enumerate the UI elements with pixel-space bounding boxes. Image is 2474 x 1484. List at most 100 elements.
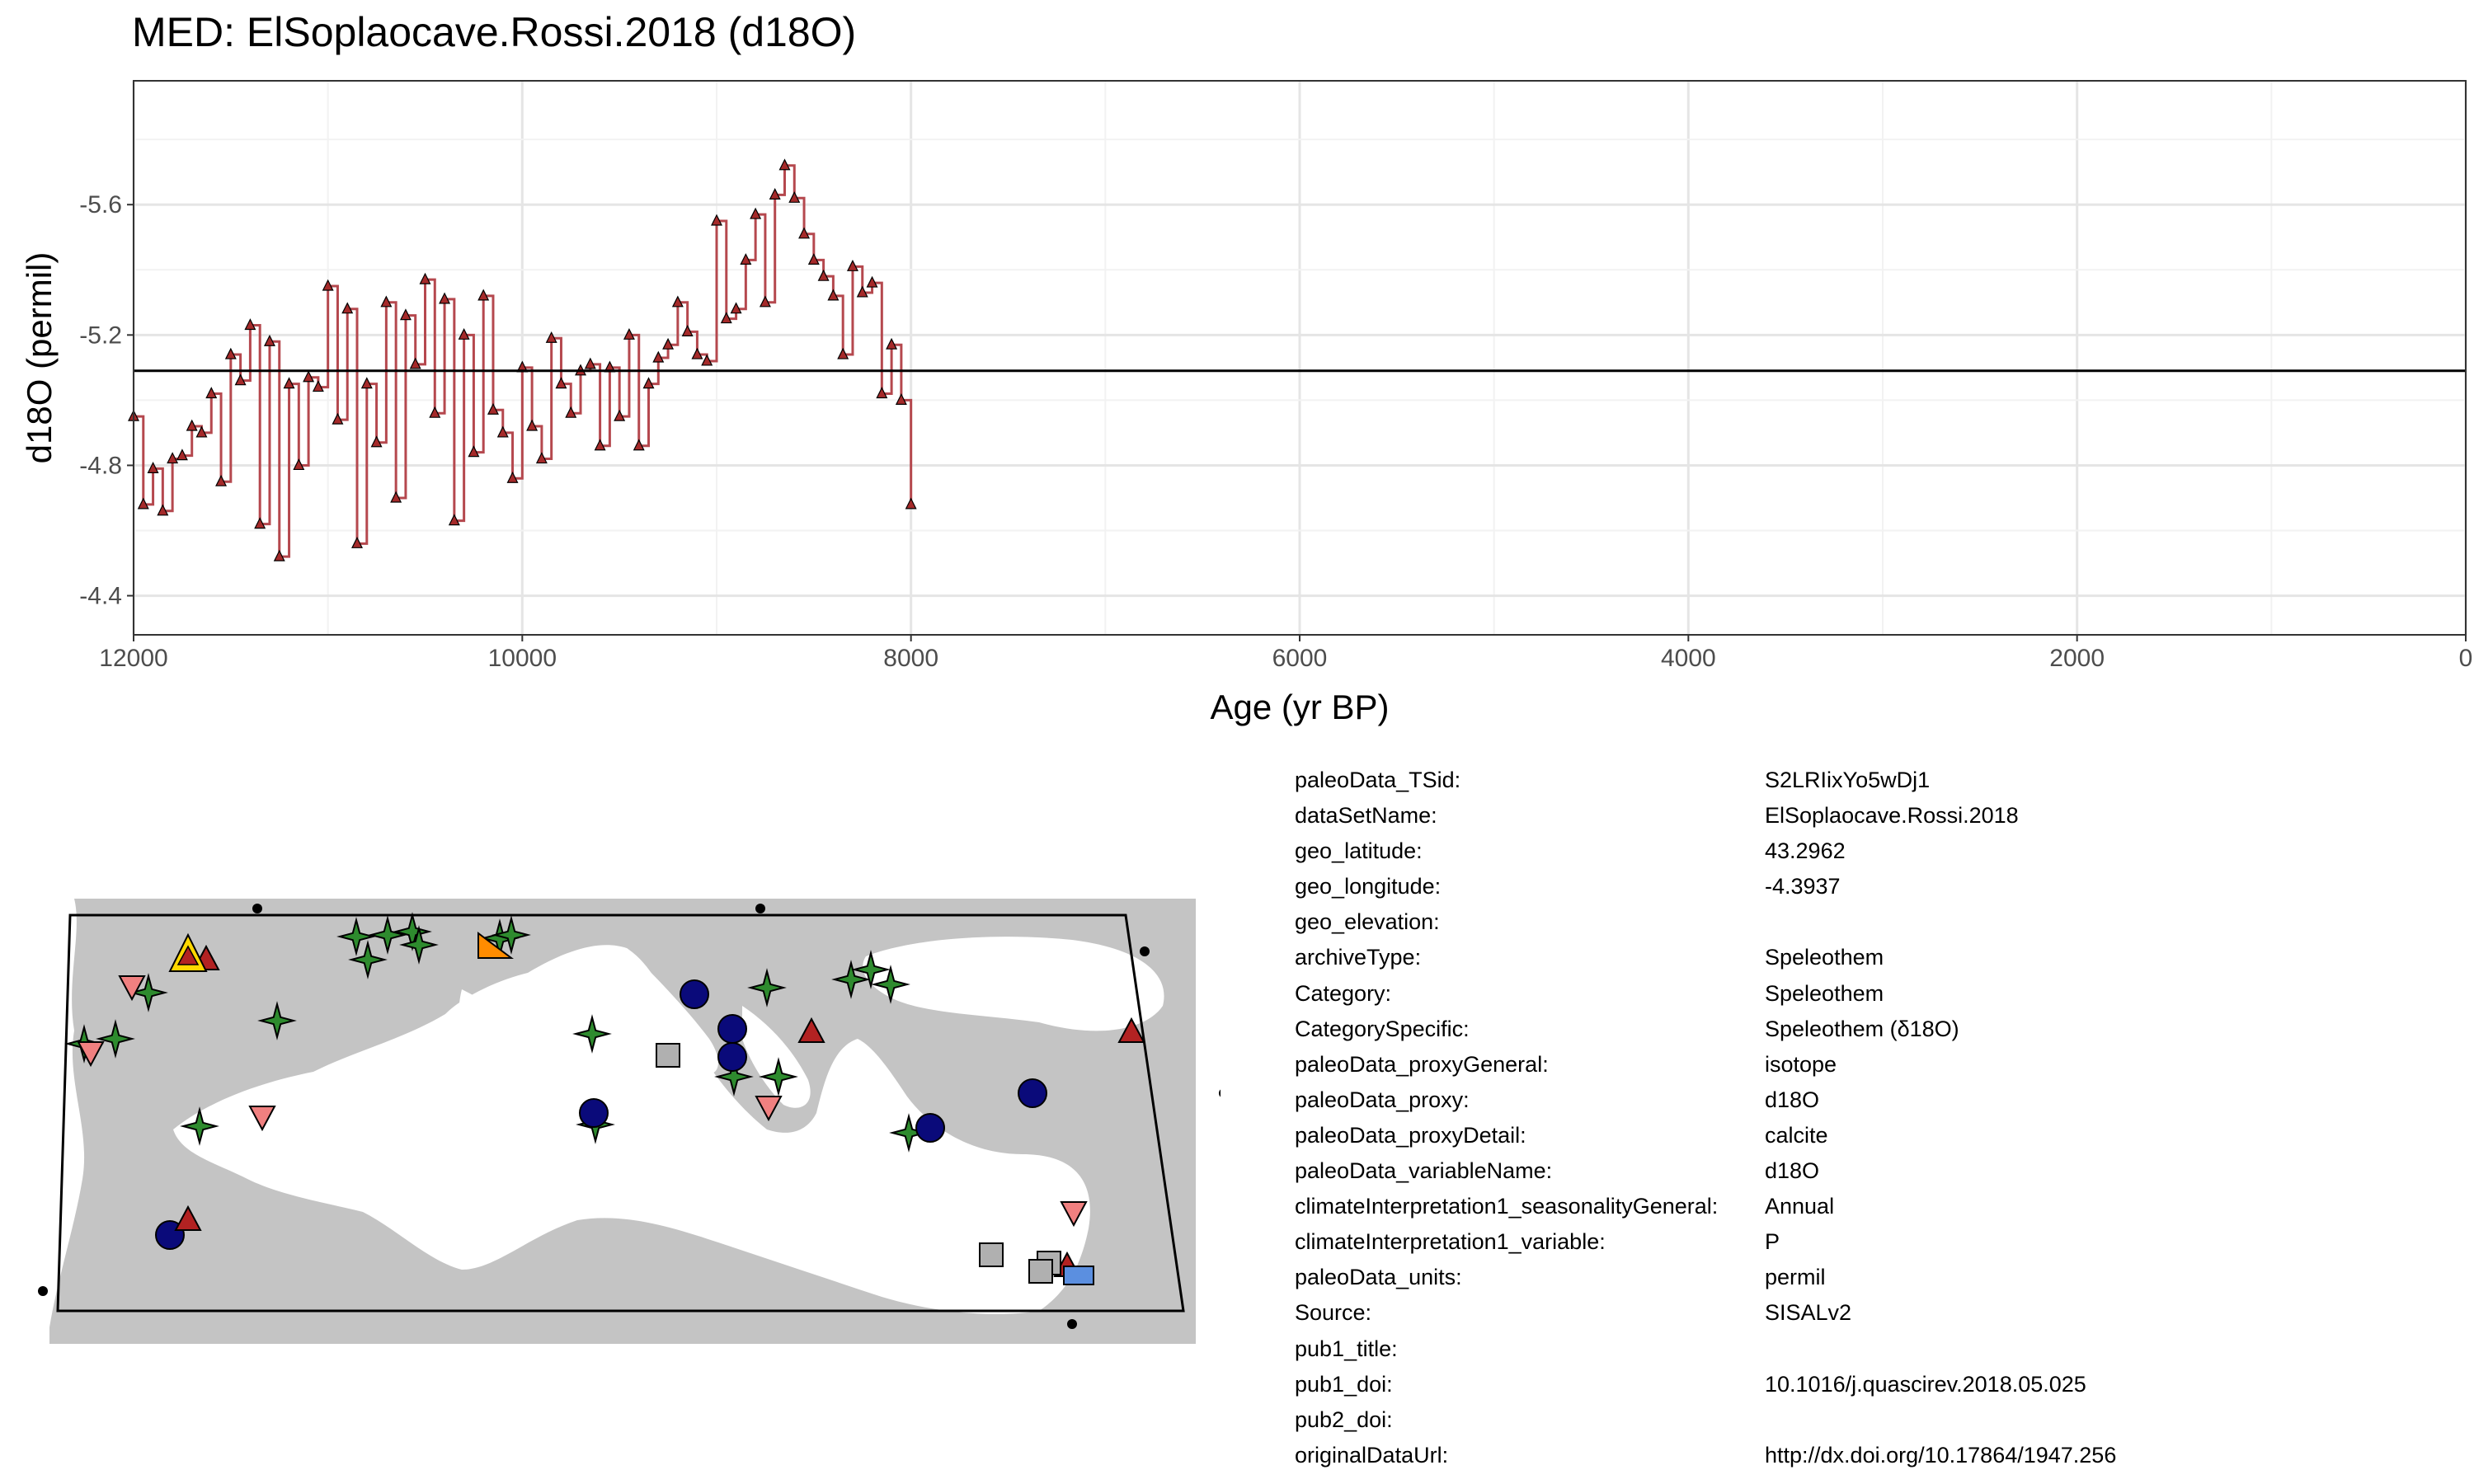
metadata-key: pub1_doi: — [1295, 1371, 1393, 1397]
site-marker-star — [336, 917, 376, 956]
site-marker-triangle — [1117, 1017, 1145, 1043]
metadata-row: CategorySpecific: Speleothem (δ18O) — [1295, 1012, 2116, 1047]
metadata-row: pub1_doi: 10.1016/j.quascirev.2018.05.025 — [1295, 1367, 2116, 1402]
data-point — [671, 295, 684, 308]
metadata-key: paleoData_TSid: — [1295, 768, 1461, 792]
metadata-key: archiveType: — [1295, 945, 1422, 970]
metadata-row: paleoData_proxyDetail: calcite — [1295, 1118, 2116, 1153]
site-markers — [38, 904, 1221, 1329]
site-marker-circle — [717, 1042, 747, 1072]
metadata-key: originalDataUrl: — [1295, 1442, 1449, 1468]
site-map — [38, 899, 1221, 1344]
metadata-table: paleoData_TSid: S2LRIixYo5wDj1 dataSetName… — [1295, 763, 2116, 1473]
data-point — [691, 347, 703, 359]
metadata-value: d18O — [1765, 1158, 1820, 1184]
data-point — [584, 357, 596, 369]
data-point — [439, 292, 451, 304]
data-point — [167, 452, 179, 464]
data-point — [496, 425, 509, 438]
data-point — [905, 497, 917, 510]
data-point — [137, 497, 149, 510]
data-point — [234, 373, 247, 386]
metadata-row: originalDataUrl: http://dx.doi.org/10.178… — [1295, 1438, 2116, 1473]
site-marker-star — [747, 968, 787, 1007]
metadata-row: Source: SISALv2 — [1295, 1295, 2116, 1331]
atlantic — [49, 899, 85, 1327]
data-point — [681, 325, 694, 336]
data-point — [195, 425, 208, 438]
metadata-row: paleoData_proxyGeneral: isotope — [1295, 1047, 2116, 1082]
metadata-value: S2LRIixYo5wDj1 — [1765, 768, 1931, 792]
metadata-key: Source: — [1295, 1300, 1372, 1326]
data-point — [730, 302, 742, 314]
site-marker-star — [257, 1001, 297, 1040]
data-point — [254, 517, 266, 529]
metadata-value: d18O — [1765, 1087, 1820, 1112]
data-point — [652, 350, 665, 363]
site-marker-star — [831, 960, 871, 999]
metadata-row: Category: Speleothem — [1295, 976, 2116, 1012]
metadata-row: paleoData_proxy: d18O — [1295, 1082, 2116, 1118]
site-marker-star — [851, 950, 891, 989]
site-marker-star — [572, 1014, 612, 1054]
data-point — [303, 370, 315, 383]
metadata-value: SISALv2 — [1765, 1300, 1852, 1326]
site-marker-circle — [680, 979, 709, 1009]
adriatic-sea — [621, 948, 718, 1074]
metadata-value: Annual — [1765, 1194, 1835, 1219]
data-point — [740, 253, 752, 265]
site-marker-square — [1028, 1259, 1053, 1284]
x-tick-label: 2000 — [2049, 645, 2105, 672]
data-point — [477, 289, 490, 301]
site-marker-triangle — [176, 945, 200, 965]
data-point — [273, 549, 285, 561]
data-point — [769, 188, 781, 200]
site-marker-star — [348, 940, 388, 979]
metadata-key: dataSetName: — [1295, 803, 1437, 829]
site-marker-star — [96, 1019, 135, 1059]
metadata-row: geo_elevation: — [1295, 904, 2116, 940]
tyrrhenian-sea — [459, 989, 586, 1107]
metadata-key: paleoData_variableName: — [1295, 1158, 1553, 1184]
data-point — [594, 439, 606, 451]
data-point — [876, 387, 888, 399]
map-corner-dot — [1219, 1089, 1221, 1097]
data-point — [370, 435, 383, 448]
x-tick-label: 12000 — [99, 645, 167, 672]
data-point — [759, 295, 771, 308]
metadata-row: paleoData_TSid: S2LRIixYo5wDj1 — [1295, 763, 2116, 798]
metadata-value: 10.1016/j.quascirev.2018.05.025 — [1765, 1371, 2086, 1397]
data-point — [293, 458, 305, 471]
black-sea — [863, 937, 1164, 1031]
data-point — [895, 393, 907, 405]
metadata-key: CategorySpecific: — [1295, 1016, 1470, 1041]
metadata-value: calcite — [1765, 1122, 1828, 1148]
data-point — [837, 347, 849, 359]
data-point — [535, 452, 548, 464]
data-point — [701, 354, 713, 366]
site-marker-circle — [579, 1098, 609, 1128]
site-marker-square — [656, 1043, 680, 1068]
site-marker-triangle-down — [118, 975, 146, 1002]
metadata-key: paleoData_proxyGeneral: — [1295, 1051, 1549, 1077]
y-tick-label: -4.4 — [79, 583, 122, 610]
aegean-sea — [742, 1006, 811, 1108]
data-point — [419, 272, 431, 284]
metadata-value: Speleothem — [1765, 945, 1884, 970]
metadata-row: paleoData_units: permil — [1295, 1260, 2116, 1295]
metadata-value: P — [1765, 1229, 1780, 1255]
x-tick-label: 10000 — [488, 645, 557, 672]
axes: 12000 10000 8000 6000 4000 2000 0 -5.6 -5.2 -4.8 -… — [79, 191, 2472, 672]
metadata-key: climateInterpretation1_seasonalityGenera… — [1295, 1194, 1719, 1219]
data-point — [711, 214, 722, 226]
data-point — [380, 295, 393, 308]
data-point — [351, 536, 363, 548]
data-point — [846, 259, 858, 271]
metadata-row: climateInterpretation1_variable: P — [1295, 1224, 2116, 1260]
metadata-value: ElSoplaocave.Rossi.2018 — [1765, 803, 2019, 829]
data-point — [817, 269, 830, 281]
metadata-row: archiveType: Speleothem — [1295, 940, 2116, 975]
metadata-key: paleoData_proxy: — [1295, 1087, 1470, 1112]
data-point — [312, 380, 324, 392]
site-marker-star — [871, 965, 910, 1004]
